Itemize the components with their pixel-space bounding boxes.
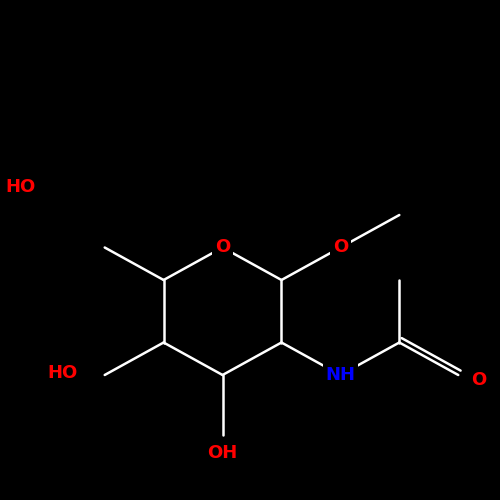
Text: HO: HO — [6, 178, 36, 196]
Text: OH: OH — [208, 444, 238, 462]
Text: NH: NH — [326, 366, 356, 384]
Text: NH: NH — [326, 366, 356, 384]
Text: O: O — [215, 238, 230, 256]
Text: O: O — [472, 371, 487, 389]
Text: OH: OH — [208, 444, 238, 462]
Text: O: O — [215, 238, 230, 256]
Text: HO: HO — [48, 364, 78, 382]
Text: HO: HO — [6, 178, 36, 196]
Text: O: O — [333, 238, 348, 256]
Text: O: O — [333, 238, 348, 256]
Text: O: O — [472, 371, 487, 389]
Text: HO: HO — [48, 364, 78, 382]
